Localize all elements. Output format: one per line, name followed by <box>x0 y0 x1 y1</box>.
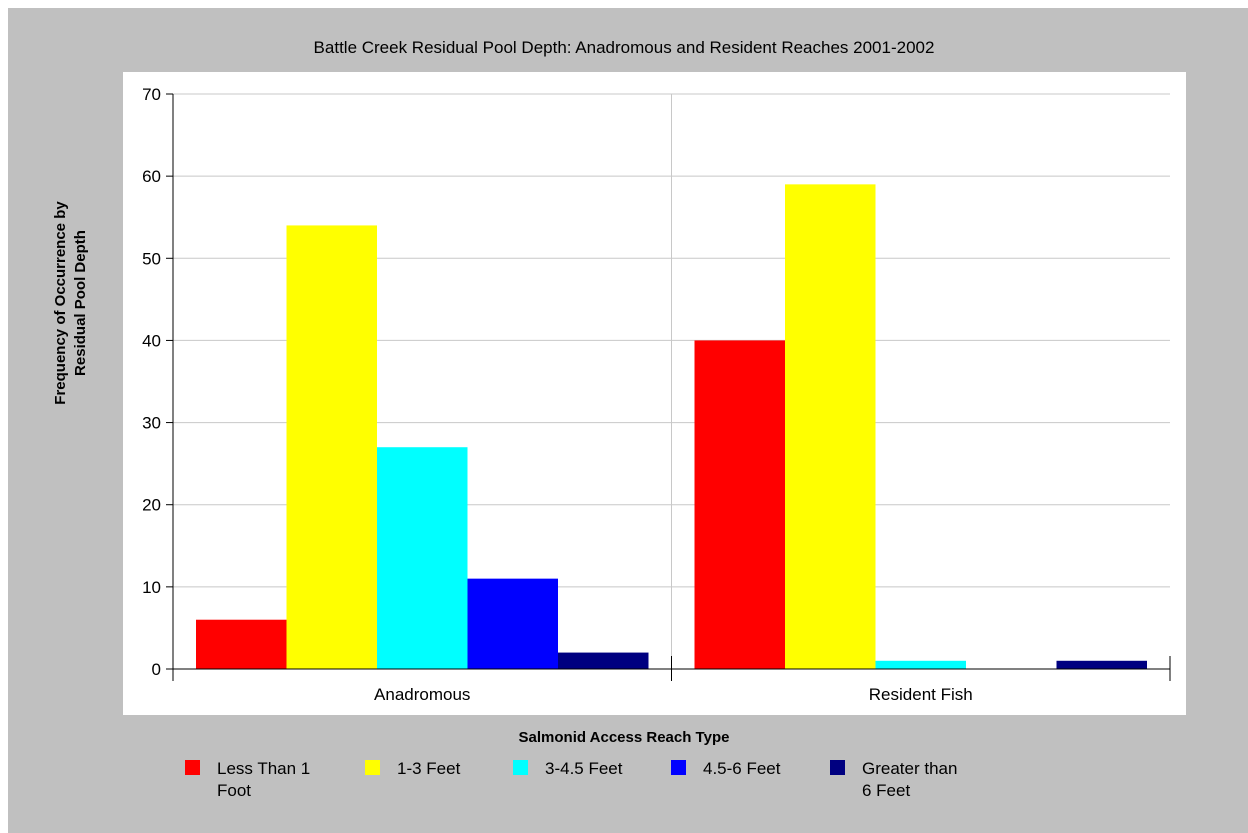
y-tick-label: 50 <box>142 249 161 268</box>
y-tick-label: 40 <box>142 331 161 350</box>
legend-label: Greater than 6 Feet <box>862 759 958 800</box>
legend-swatch <box>185 760 200 775</box>
legend-swatch <box>830 760 845 775</box>
y-tick-label: 20 <box>142 496 161 515</box>
x-axis-label: Salmonid Access Reach Type <box>518 729 730 746</box>
bar <box>286 225 377 669</box>
bar <box>377 447 468 669</box>
legend-label: 3-4.5 Feet <box>545 759 623 778</box>
x-tick-label: Anadromous <box>374 685 470 704</box>
legend-label: 1-3 Feet <box>397 759 461 778</box>
bar <box>1056 660 1147 669</box>
bar <box>467 578 558 669</box>
legend-label: Less Than 1 Foot <box>217 759 311 800</box>
bar <box>558 652 649 669</box>
y-tick-label: 60 <box>142 167 161 186</box>
y-tick-label: 0 <box>152 660 161 679</box>
legend-swatch <box>671 760 686 775</box>
legend-swatch <box>513 760 528 775</box>
bar <box>196 619 287 669</box>
x-tick-label: Resident Fish <box>869 685 973 704</box>
chart-title: Battle Creek Residual Pool Depth: Anadro… <box>313 38 935 57</box>
plot-background <box>123 72 1186 715</box>
legend-label: 4.5-6 Feet <box>703 759 781 778</box>
legend-swatch <box>365 760 380 775</box>
y-tick-label: 10 <box>142 578 161 597</box>
y-tick-label: 70 <box>142 85 161 104</box>
y-tick-label: 30 <box>142 414 161 433</box>
bar <box>875 660 966 669</box>
bar <box>694 340 785 669</box>
bar <box>785 184 876 669</box>
